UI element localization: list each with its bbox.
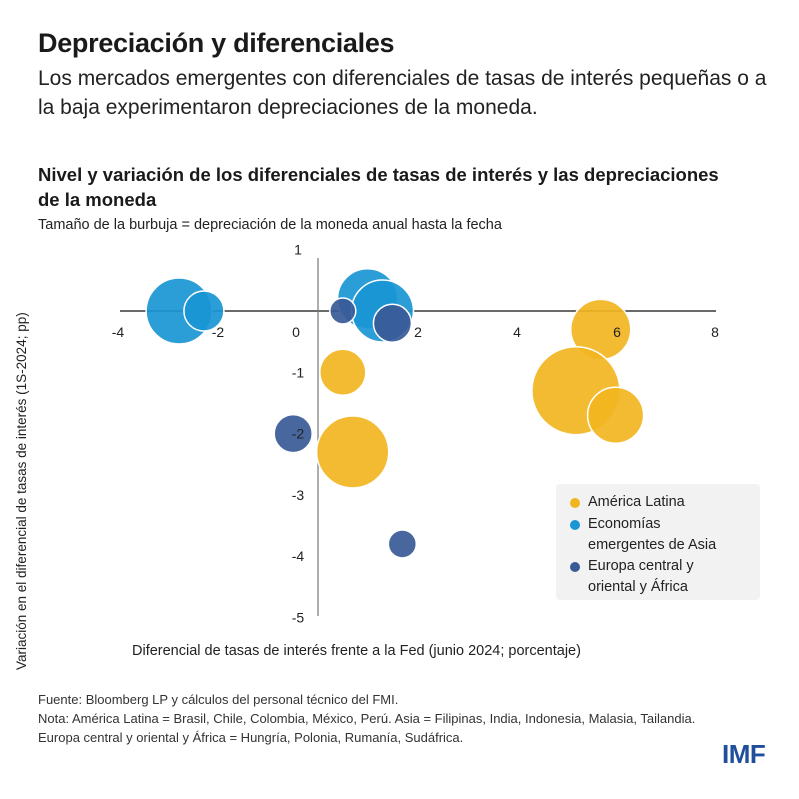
y-tick-label: -3 [292,487,305,503]
page-subtitle: Los mercados emergentes con diferenciale… [38,67,767,119]
legend-swatch-emerging-asia [570,520,580,530]
legend-label: América Latina [588,494,685,510]
bubble-europa-central-y-oriental-y-africa-2 [372,303,413,344]
legend-item-cee-africa: Europa central y oriental y África [570,556,738,598]
bubble-europa-central-y-oriental-y-africa-4 [387,529,418,559]
bubble-europa-central-y-oriental-y-africa-1 [329,297,357,325]
legend: América Latina Economías emergentes de A… [556,484,760,600]
legend-swatch-cee-africa [570,562,580,572]
footer: Fuente: Bloomberg LP y cálculos del pers… [38,690,738,747]
y-axis-label: Variación en el diferencial de tasas de … [14,312,29,670]
imf-logo: IMF [722,739,766,769]
page-title: Depreciación y diferenciales [38,28,395,58]
bubble-america-latina-3 [586,386,645,444]
x-tick-label: 4 [513,324,521,340]
legend-label: Europa central y oriental y África [588,558,694,595]
x-tick-label: 6 [613,324,621,340]
y-tick-label: -4 [292,548,305,564]
legend-label: Economías emergentes de Asia [588,516,717,553]
tick-labels: -4 -2 0 2 4 6 8 1 -1 -2 -3 -4 -5 [112,242,719,626]
y-axis-label-container: Variación en el diferencial de tasas de … [14,250,34,670]
x-tick-label: 2 [414,324,422,340]
x-tick-label: 8 [711,324,719,340]
legend-swatch-latin-america [570,498,580,508]
bubble-economias-emergentes-de-asia-2 [183,290,225,332]
chart-title: Nivel y variación de los diferenciales d… [38,164,719,210]
footnote: Nota: América Latina = Brasil, Chile, Co… [38,711,696,745]
x-tick-label: 0 [292,324,300,340]
source-note: Fuente: Bloomberg LP y cálculos del pers… [38,692,399,707]
bubble-europa-central-y-oriental-y-africa-3 [273,413,313,454]
y-tick-label: -2 [292,426,305,442]
y-tick-label: -1 [292,364,305,380]
chart-subtitle: Tamaño de la burbuja = depreciación de l… [38,217,502,233]
bubbles [145,267,645,559]
x-tick-label: -2 [212,324,225,340]
x-axis-label: Diferencial de tasas de interés frente a… [132,643,581,659]
y-tick-label: -5 [292,610,305,626]
bubble-america-latina-4 [319,348,367,397]
y-tick-label: 1 [294,242,302,258]
legend-item-emerging-asia: Economías emergentes de Asia [570,514,738,556]
legend-item-latin-america: América Latina [570,492,768,513]
x-tick-label: -4 [112,324,125,340]
bubble-america-latina-5 [315,415,390,489]
